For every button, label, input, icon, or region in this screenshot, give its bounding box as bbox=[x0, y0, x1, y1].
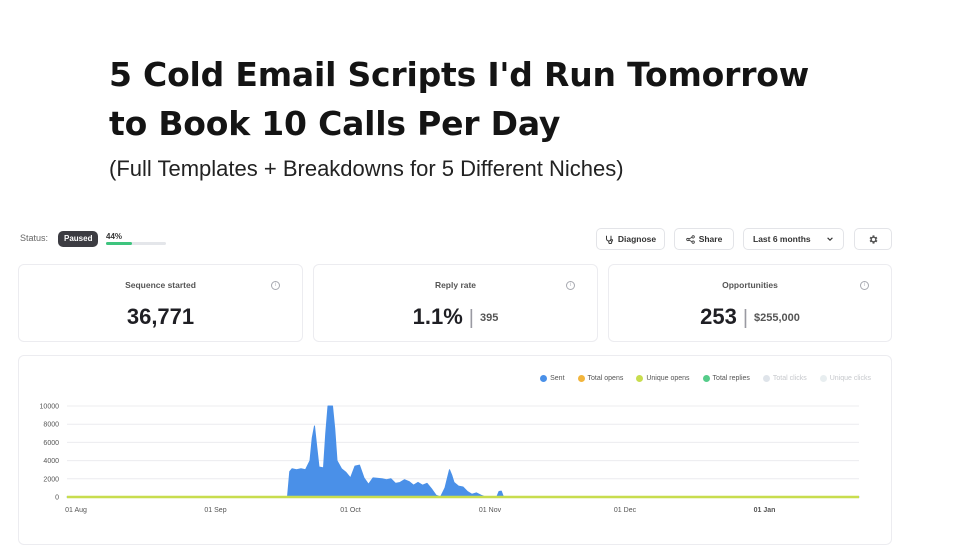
stat-secondary-value: $255,000 bbox=[754, 312, 800, 324]
stat-card-reply-rate: Reply rate i 1.1% | 395 bbox=[313, 264, 598, 342]
status-label: Status: bbox=[20, 233, 49, 243]
x-tick-label: 01 Jan bbox=[754, 507, 776, 514]
share-button[interactable]: Share bbox=[674, 228, 734, 250]
progress-bar-fill bbox=[106, 242, 133, 245]
stat-card-value: 36,771 bbox=[19, 304, 302, 330]
stat-card-value: 253 | $255,000 bbox=[609, 304, 891, 330]
diagnose-button-label: Diagnose bbox=[617, 234, 657, 244]
legend-dot bbox=[702, 375, 710, 382]
stat-card-value: 1.1% | 395 bbox=[314, 304, 597, 330]
stat-card-label: Opportunities bbox=[722, 280, 778, 290]
share-button-label: Share bbox=[698, 234, 723, 244]
stat-secondary-value: 395 bbox=[480, 312, 499, 324]
progress-percent: 44% bbox=[106, 232, 123, 241]
chevron-down-icon bbox=[827, 237, 833, 241]
stat-card-opportunities: Opportunities i 253 | $255,000 bbox=[608, 264, 892, 342]
x-tick-label: 01 Aug bbox=[65, 507, 87, 514]
legend-item-unique-clicks[interactable]: Unique clicks bbox=[819, 375, 871, 382]
x-tick-label: 01 Dec bbox=[614, 507, 637, 514]
y-tick-label: 4000 bbox=[43, 458, 59, 465]
progress-bar bbox=[106, 242, 166, 245]
x-tick-label: 01 Sep bbox=[204, 507, 226, 514]
legend-label: Total clicks bbox=[772, 375, 807, 382]
stat-separator: | bbox=[742, 307, 749, 329]
stat-card-label: Reply rate bbox=[434, 280, 477, 290]
stat-primary-value: 253 bbox=[700, 304, 737, 329]
legend-item-total-clicks[interactable]: Total clicks bbox=[762, 375, 807, 382]
legend-item-unique-opens[interactable]: Unique opens bbox=[636, 375, 690, 382]
y-tick-label: 6000 bbox=[43, 440, 59, 447]
info-icon[interactable]: i bbox=[271, 281, 280, 290]
info-icon[interactable]: i bbox=[860, 281, 869, 290]
x-tick-label: 01 Nov bbox=[479, 507, 502, 514]
legend-dot bbox=[762, 375, 770, 382]
legend-dot bbox=[577, 375, 585, 382]
headline: 5 Cold Email Scripts I'd Run Tomorrow to… bbox=[109, 50, 869, 148]
stat-card-label: Sequence started bbox=[125, 280, 196, 290]
chart-plot: 0 2000 4000 6000 8000 10000 01 Aug 01 Sep 01 Oct… bbox=[40, 404, 860, 514]
series-area-sent bbox=[66, 405, 860, 498]
stat-card-sequence-started: Sequence started i 36,771 bbox=[18, 264, 303, 342]
chart-legend: Sent Total opens Unique opens Total replies… bbox=[540, 375, 871, 382]
y-tick-label: 8000 bbox=[43, 422, 59, 429]
y-tick-label: 0 bbox=[55, 495, 59, 502]
y-tick-label: 10000 bbox=[40, 404, 60, 411]
stat-primary-value: 36,771 bbox=[126, 304, 195, 329]
diagnose-button[interactable]: Diagnose bbox=[596, 228, 665, 250]
info-icon[interactable]: i bbox=[566, 281, 575, 290]
legend-item-sent[interactable]: Sent bbox=[540, 375, 565, 382]
x-tick-label: 01 Oct bbox=[340, 507, 361, 514]
campaign-status-bar: Status: Paused 44% Diagnose Share Last 6… bbox=[20, 228, 892, 252]
analytics-chart: Sent Total opens Unique opens Total replies… bbox=[18, 355, 892, 545]
stat-primary-value: 1.1% bbox=[412, 304, 463, 329]
date-range-label: Last 6 months bbox=[753, 234, 811, 244]
date-range-select[interactable]: Last 6 months bbox=[743, 228, 844, 250]
share-icon bbox=[685, 234, 695, 244]
stethoscope-icon bbox=[605, 235, 613, 244]
legend-label: Unique clicks bbox=[829, 375, 871, 382]
gear-icon bbox=[869, 234, 877, 244]
subheadline: (Full Templates + Breakdowns for 5 Diffe… bbox=[109, 156, 624, 181]
legend-dot bbox=[540, 375, 548, 382]
settings-button[interactable] bbox=[854, 228, 892, 250]
legend-label: Sent bbox=[550, 375, 565, 382]
headline-line-1: 5 Cold Email Scripts I'd Run Tomorrow bbox=[109, 55, 810, 94]
legend-dot bbox=[636, 375, 644, 382]
headline-line-2: to Book 10 Calls Per Day bbox=[109, 104, 561, 143]
legend-label: Unique opens bbox=[646, 375, 690, 382]
y-tick-label: 2000 bbox=[43, 476, 59, 483]
status-badge[interactable]: Paused bbox=[58, 231, 99, 247]
legend-item-total-opens[interactable]: Total opens bbox=[577, 375, 624, 382]
legend-dot bbox=[819, 375, 827, 382]
legend-label: Total opens bbox=[587, 375, 624, 382]
stat-separator: | bbox=[468, 307, 474, 329]
legend-label: Total replies bbox=[712, 375, 750, 382]
legend-item-total-replies[interactable]: Total replies bbox=[702, 375, 750, 382]
